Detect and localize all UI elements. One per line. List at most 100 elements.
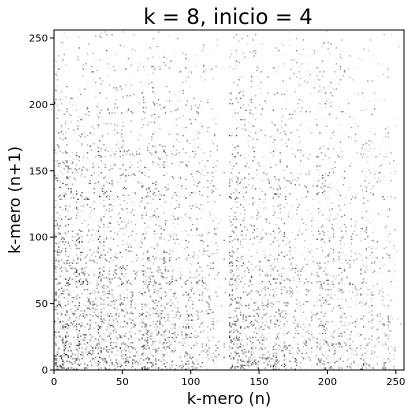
heatmap-cell <box>144 292 145 293</box>
heatmap-cell <box>263 354 264 355</box>
heatmap-cell <box>154 233 155 234</box>
heatmap-cell <box>99 257 100 258</box>
heatmap-cell <box>131 335 132 336</box>
heatmap-cell <box>326 274 327 275</box>
heatmap-cell <box>207 281 208 282</box>
heatmap-cell <box>140 82 141 83</box>
heatmap-cell <box>152 278 153 279</box>
heatmap-cell <box>180 268 181 269</box>
heatmap-cell <box>96 282 97 283</box>
heatmap-cell <box>88 366 89 367</box>
heatmap-cell <box>207 265 208 266</box>
heatmap-cell <box>77 172 78 173</box>
heatmap-cell <box>241 128 242 129</box>
heatmap-cell <box>229 317 230 318</box>
heatmap-cell <box>193 139 194 140</box>
heatmap-cell <box>269 183 270 184</box>
heatmap-cell <box>288 216 289 217</box>
heatmap-cell <box>300 54 301 55</box>
heatmap-cell <box>68 325 69 326</box>
heatmap-cell <box>155 361 156 362</box>
heatmap-cell <box>162 343 163 344</box>
heatmap-cell <box>277 362 278 363</box>
heatmap-cell <box>301 314 302 315</box>
heatmap-cell <box>218 341 219 342</box>
heatmap-cell <box>247 43 248 44</box>
heatmap-cell <box>81 223 82 224</box>
heatmap-cell <box>267 302 268 303</box>
heatmap-cell <box>230 172 231 173</box>
heatmap-cell <box>284 366 285 367</box>
heatmap-cell <box>85 351 86 352</box>
heatmap-cell <box>327 355 328 356</box>
heatmap-cell <box>84 337 85 338</box>
heatmap-cell <box>296 304 297 305</box>
heatmap-cell <box>321 246 322 247</box>
heatmap-cell <box>207 359 208 360</box>
heatmap-cell <box>68 284 69 285</box>
heatmap-cell <box>79 225 80 226</box>
heatmap-cell <box>161 228 162 229</box>
heatmap-cell <box>133 173 134 174</box>
heatmap-cell <box>196 254 197 255</box>
heatmap-cell <box>114 354 115 355</box>
heatmap-cell <box>65 268 66 269</box>
heatmap-cell <box>254 359 255 360</box>
heatmap-cell <box>260 239 261 240</box>
heatmap-cell <box>170 111 171 112</box>
heatmap-cell <box>178 165 179 166</box>
heatmap-cell <box>128 177 129 178</box>
heatmap-cell <box>172 310 173 311</box>
heatmap-cell <box>248 355 249 356</box>
heatmap-cell <box>143 346 144 347</box>
heatmap-cell <box>202 281 203 282</box>
heatmap-cell <box>111 363 112 364</box>
heatmap-cell <box>237 201 238 202</box>
heatmap-cell <box>280 160 281 161</box>
heatmap-cell <box>66 324 67 325</box>
heatmap-cell <box>113 333 114 334</box>
heatmap-cell <box>154 258 155 259</box>
heatmap-cell <box>129 313 130 314</box>
heatmap-cell <box>280 282 281 283</box>
heatmap-cell <box>259 282 260 283</box>
heatmap-cell <box>155 181 156 182</box>
heatmap-cell <box>85 305 86 306</box>
heatmap-cell <box>319 347 320 348</box>
heatmap-cell <box>105 359 106 360</box>
heatmap-cell <box>185 197 186 198</box>
heatmap-cell <box>65 208 66 209</box>
heatmap-cell <box>91 66 92 67</box>
heatmap-cell <box>159 167 160 168</box>
heatmap-cell <box>65 151 66 152</box>
heatmap-cell <box>187 310 188 311</box>
heatmap-cell <box>68 211 69 212</box>
heatmap-cell <box>202 126 203 127</box>
heatmap-cell <box>128 350 129 351</box>
heatmap-cell <box>224 172 225 173</box>
heatmap-cell <box>59 355 60 356</box>
heatmap-cell <box>236 265 237 266</box>
heatmap-cell <box>165 187 166 188</box>
heatmap-cell <box>57 175 58 176</box>
heatmap-cell <box>195 119 196 120</box>
heatmap-cell <box>202 280 203 281</box>
heatmap-cell <box>213 185 214 186</box>
heatmap-cell <box>256 70 257 71</box>
heatmap-cell <box>234 216 235 217</box>
heatmap-cell <box>236 191 237 192</box>
heatmap-cell <box>92 252 93 253</box>
heatmap-cell <box>98 258 99 259</box>
heatmap-cell <box>251 324 252 325</box>
heatmap-cell <box>99 346 100 347</box>
heatmap-cell <box>311 274 312 275</box>
heatmap-cell <box>267 260 268 261</box>
heatmap-cell <box>159 237 160 238</box>
heatmap-cell <box>144 205 145 206</box>
heatmap-cell <box>254 324 255 325</box>
heatmap-cell <box>245 187 246 188</box>
heatmap-cell <box>239 333 240 334</box>
heatmap-cell <box>203 45 204 46</box>
heatmap-cell <box>106 314 107 315</box>
heatmap-cell <box>297 347 298 348</box>
